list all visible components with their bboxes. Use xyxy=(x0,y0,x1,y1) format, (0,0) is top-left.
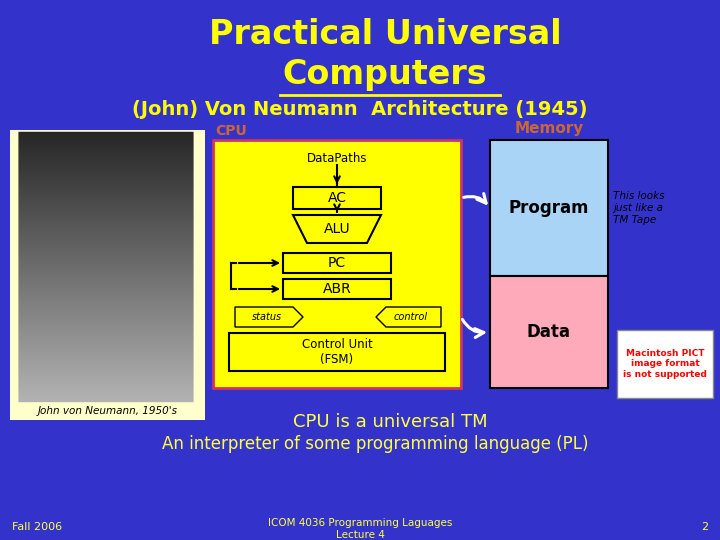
Polygon shape xyxy=(235,307,303,327)
Bar xyxy=(283,279,391,299)
Text: Data: Data xyxy=(527,323,571,341)
Text: Computers: Computers xyxy=(283,58,487,91)
Bar xyxy=(213,140,461,388)
Bar xyxy=(293,187,381,209)
Text: An interpreter of some programming language (PL): An interpreter of some programming langu… xyxy=(162,435,588,453)
Text: CPU: CPU xyxy=(215,124,247,138)
Text: ICOM 4036 Programming Laguages
Lecture 4: ICOM 4036 Programming Laguages Lecture 4 xyxy=(268,518,452,539)
Text: (John) Von Neumann  Architecture (1945): (John) Von Neumann Architecture (1945) xyxy=(132,100,588,119)
Text: status: status xyxy=(251,312,282,322)
Text: CPU is a universal TM: CPU is a universal TM xyxy=(293,413,487,431)
Text: ABR: ABR xyxy=(323,282,351,296)
Text: Control Unit
(FSM): Control Unit (FSM) xyxy=(302,338,372,366)
Polygon shape xyxy=(376,307,441,327)
Text: Fall 2006: Fall 2006 xyxy=(12,522,62,532)
Text: control: control xyxy=(394,312,428,322)
Text: PC: PC xyxy=(328,256,346,270)
Text: 2: 2 xyxy=(701,522,708,532)
Text: Memory: Memory xyxy=(514,121,584,136)
Text: John von Neumann, 1950's: John von Neumann, 1950's xyxy=(37,406,178,416)
Text: Macintosh PICT
image format
is not supported: Macintosh PICT image format is not suppo… xyxy=(623,349,707,379)
Text: DataPaths: DataPaths xyxy=(307,152,367,165)
Bar xyxy=(10,130,205,420)
Bar xyxy=(283,253,391,273)
Text: ALU: ALU xyxy=(324,222,351,236)
Bar xyxy=(490,140,608,276)
Text: Practical Universal: Practical Universal xyxy=(209,18,562,51)
Text: AC: AC xyxy=(328,191,346,205)
Text: Program: Program xyxy=(509,199,589,217)
Bar xyxy=(490,276,608,388)
Text: This looks
just like a
TM Tape: This looks just like a TM Tape xyxy=(613,191,665,225)
Bar xyxy=(229,333,445,371)
Polygon shape xyxy=(293,215,381,243)
Bar xyxy=(617,330,713,398)
